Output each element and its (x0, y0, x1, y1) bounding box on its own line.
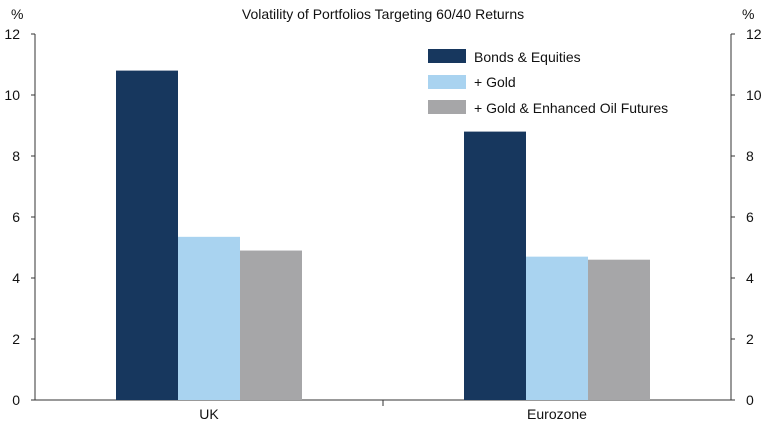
bar-uk-gold (178, 236, 240, 400)
legend-label-gold: + Gold (474, 74, 516, 90)
legend-swatch-gold (428, 75, 466, 89)
legend: Bonds & Equities + Gold + Gold & Enhance… (428, 49, 668, 116)
right-y-tick-label: 10 (746, 87, 762, 103)
left-y-tick-label: 2 (12, 331, 20, 347)
x-category-label: Eurozone (527, 406, 587, 422)
left-y-tick-label: 4 (12, 270, 20, 286)
left-axis-unit-label: % (11, 6, 23, 22)
right-y-tick-label: 6 (746, 209, 754, 225)
right-y-tick-label: 2 (746, 331, 754, 347)
right-y-tick-label: 0 (746, 392, 754, 408)
bar-eurozone-gold (526, 256, 588, 400)
right-y-tick-label: 12 (746, 26, 762, 42)
left-y-tick-label: 6 (12, 209, 20, 225)
bar-uk-bonds-equities (116, 70, 178, 400)
left-y-tick-label: 0 (12, 392, 20, 408)
left-y-tick-label: 8 (12, 148, 20, 164)
right-y-tick-label: 4 (746, 270, 754, 286)
chart-title: Volatility of Portfolios Targeting 60/40… (242, 6, 524, 22)
x-category-label: UK (199, 406, 219, 422)
legend-swatch-bonds-equities (428, 49, 466, 63)
bar-uk-gold-enhanced-oil-futures (240, 250, 302, 400)
left-y-tick-label: 12 (4, 26, 20, 42)
left-y-tick-label: 10 (4, 87, 20, 103)
right-axis-unit-label: % (742, 6, 754, 22)
bar-eurozone-gold-enhanced-oil-futures (588, 259, 650, 400)
legend-swatch-gold-oil (428, 100, 466, 114)
right-y-tick-label: 8 (746, 148, 754, 164)
bar-eurozone-bonds-equities (464, 131, 526, 400)
legend-label-bonds-equities: Bonds & Equities (474, 49, 581, 65)
legend-label-gold-oil: + Gold & Enhanced Oil Futures (474, 100, 668, 116)
